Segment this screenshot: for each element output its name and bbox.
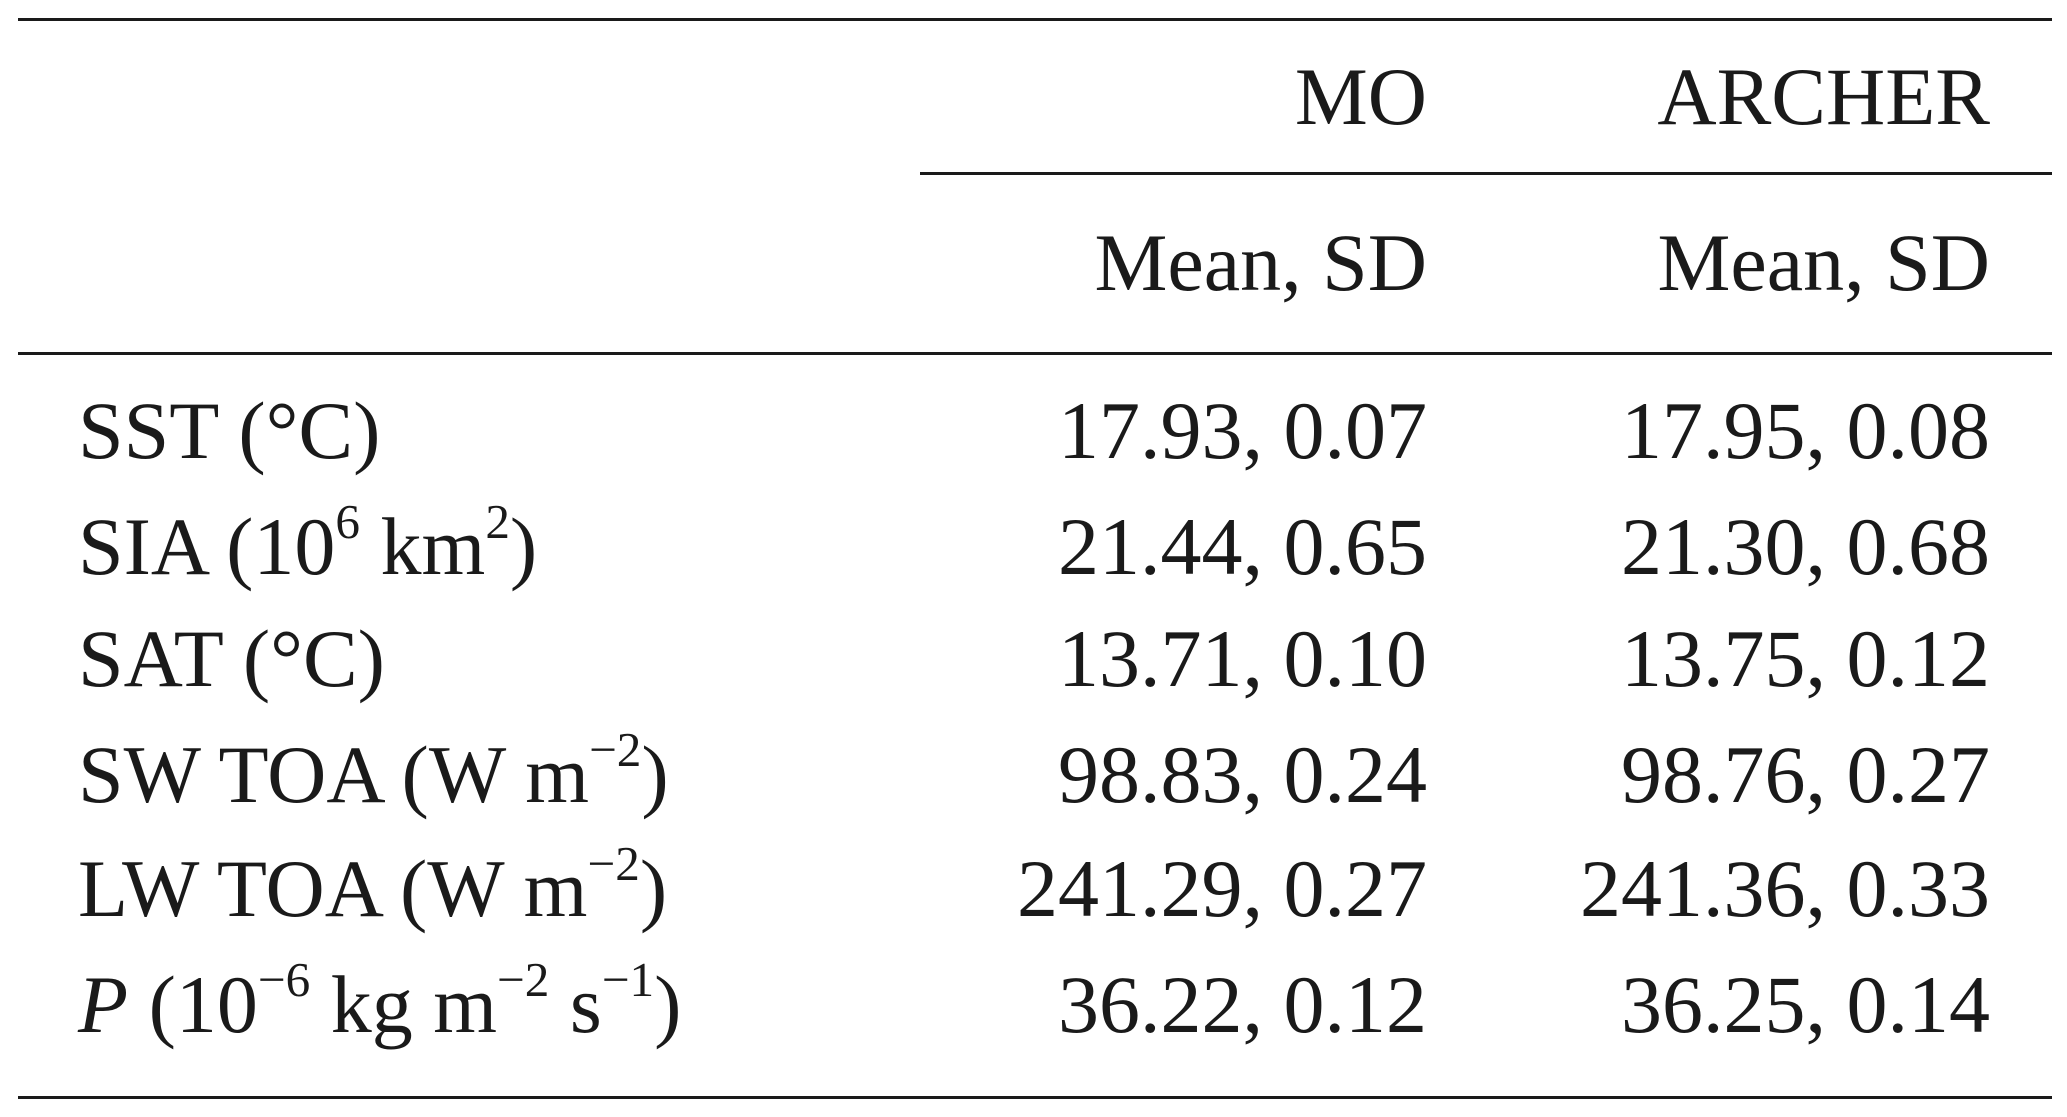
top-rule [18,18,2052,21]
row-label-text: (10 [128,959,258,1050]
cell-archer-sat: 13.75, 0.12 [1621,613,1990,704]
row-label-text: ) [654,959,682,1050]
cell-mo-sat: 13.71, 0.10 [1058,613,1427,704]
row-label-superscript: −1 [601,952,655,1008]
header-sub-rule [920,172,2052,175]
row-label-text: SW TOA (W m [78,729,590,820]
cell-archer-sst: 17.95, 0.08 [1621,385,1990,476]
row-label-superscript: −6 [257,952,311,1008]
row-label-lw-toa: LW TOA (W m−2) [78,839,667,930]
row-label-text: km [360,501,486,592]
row-label-sw-toa: SW TOA (W m−2) [78,725,669,816]
row-label-superscript: 2 [485,494,510,550]
cell-mo-precipitation: 36.22, 0.12 [1058,959,1427,1050]
row-label-text: LW TOA (W m [78,843,588,934]
row-label-sat: SAT (°C) [78,618,385,700]
cell-archer-sw-toa: 98.76, 0.27 [1621,729,1990,820]
row-label-superscript: −2 [587,836,640,892]
column-header-archer: ARCHER [1657,51,1990,142]
row-label-sia: SIA (106 km2) [78,497,537,588]
cell-archer-sia: 21.30, 0.68 [1621,501,1990,592]
cell-mo-sia: 21.44, 0.65 [1058,501,1427,592]
row-label-superscript: −2 [589,722,642,778]
cell-mo-sw-toa: 98.83, 0.24 [1058,729,1427,820]
subheader-archer: Mean, SD [1657,217,1990,308]
cell-mo-sst: 17.93, 0.07 [1058,385,1427,476]
row-label-variable: P [78,959,129,1050]
row-label-text: ) [509,501,538,592]
subheader-mo: Mean, SD [1094,217,1427,308]
bottom-rule [18,1096,2052,1099]
row-label-superscript: 6 [335,494,361,550]
header-rule [18,352,2052,355]
row-label-superscript: −2 [497,952,550,1008]
row-label-text: SST (°C) [78,385,381,476]
row-label-text: SAT (°C) [78,613,385,704]
row-label-text: s [549,959,602,1050]
row-label-text: kg m [310,959,498,1050]
row-label-text: ) [641,729,669,820]
cell-archer-precipitation: 36.25, 0.14 [1621,959,1990,1050]
row-label-text: SIA (10 [78,501,336,592]
row-label-precipitation: P (10−6 kg m−2 s−1) [78,955,681,1046]
row-label-text: ) [639,843,668,934]
cell-archer-lw-toa: 241.36, 0.33 [1580,843,1990,934]
column-header-mo: MO [1294,51,1427,142]
row-label-sst: SST (°C) [78,390,380,472]
cell-mo-lw-toa: 241.29, 0.27 [1017,843,1427,934]
